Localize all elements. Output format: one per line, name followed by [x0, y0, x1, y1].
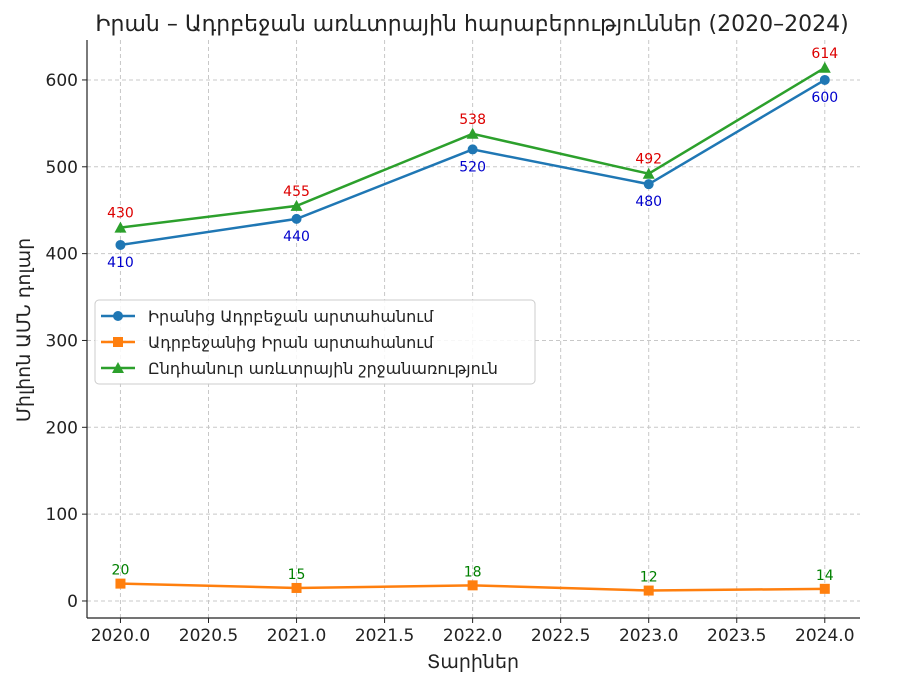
point-marker — [819, 74, 830, 85]
data-label: 492 — [635, 152, 662, 168]
data-label: 480 — [635, 194, 662, 210]
legend: Իրանից Ադրբեջան արտահանում Ադրբեջանից Իրա… — [94, 299, 536, 385]
point-marker — [818, 61, 831, 73]
legend-label: Ընդհանուր առևտրային շրջանառություն — [148, 359, 498, 378]
chart-title: Իրան – Ադրբեջան առևտրային հարաբերություն… — [95, 12, 848, 37]
data-label: 18 — [464, 564, 482, 580]
series-group — [114, 61, 831, 596]
point-marker — [643, 179, 654, 190]
data-labels: 410 440 520 480 600 20 15 18 12 14 430 455 538 492 614 — [107, 46, 838, 586]
y-tick-label: 600 — [46, 71, 78, 91]
point-marker — [113, 311, 123, 321]
data-label: 455 — [283, 184, 310, 200]
x-tick-label: 2020.0 — [91, 626, 150, 646]
data-label: 600 — [811, 90, 838, 106]
point-marker — [643, 585, 654, 596]
point-marker — [819, 583, 830, 594]
x-tick-label: 2022.0 — [443, 626, 502, 646]
y-tick-label: 0 — [67, 592, 78, 612]
legend-label: Ադրբեջանից Իրան արտահանում — [148, 333, 434, 352]
y-tick-label: 300 — [46, 331, 78, 351]
y-tick-label: 500 — [46, 158, 78, 178]
y-tick-label: 200 — [46, 418, 78, 438]
x-axis-label: Տարիներ — [427, 651, 519, 673]
x-tick-label: 2023.5 — [707, 626, 766, 646]
data-label: 410 — [107, 255, 134, 271]
data-label: 520 — [459, 159, 486, 175]
point-marker — [113, 337, 123, 347]
data-label: 614 — [811, 46, 838, 62]
data-label: 538 — [459, 112, 486, 128]
point-marker — [115, 239, 126, 250]
x-tick-label: 2024.0 — [795, 626, 854, 646]
legend-label: Իրանից Ադրբեջան արտահանում — [148, 307, 434, 326]
data-label: 430 — [107, 206, 134, 222]
x-tick-label: 2023.0 — [619, 626, 678, 646]
y-tick-label: 400 — [46, 245, 78, 265]
point-marker — [114, 221, 127, 233]
y-axis-label: Միլիոն ԱՄՆ դոլար — [13, 238, 35, 422]
point-marker — [291, 213, 302, 224]
point-marker — [115, 578, 126, 589]
point-marker — [291, 582, 302, 593]
point-marker — [290, 199, 303, 211]
point-marker — [112, 362, 124, 373]
x-tick-label: 2020.5 — [179, 626, 238, 646]
data-label: 14 — [816, 568, 834, 584]
data-label: 20 — [112, 563, 130, 579]
y-tick-label: 100 — [46, 505, 78, 525]
legend-box — [94, 299, 536, 385]
data-label: 12 — [640, 570, 658, 586]
point-marker — [642, 167, 655, 179]
axes: 2020.0 2020.5 2021.0 2021.5 2022.0 2022.5 2023… — [46, 40, 860, 646]
point-marker — [466, 127, 479, 139]
x-tick-label: 2021.0 — [267, 626, 326, 646]
point-marker — [467, 144, 478, 155]
x-tick-label: 2022.5 — [531, 626, 590, 646]
x-tick-label: 2021.5 — [355, 626, 414, 646]
data-label: 15 — [288, 567, 306, 583]
data-label: 440 — [283, 229, 310, 245]
point-marker — [467, 580, 478, 591]
